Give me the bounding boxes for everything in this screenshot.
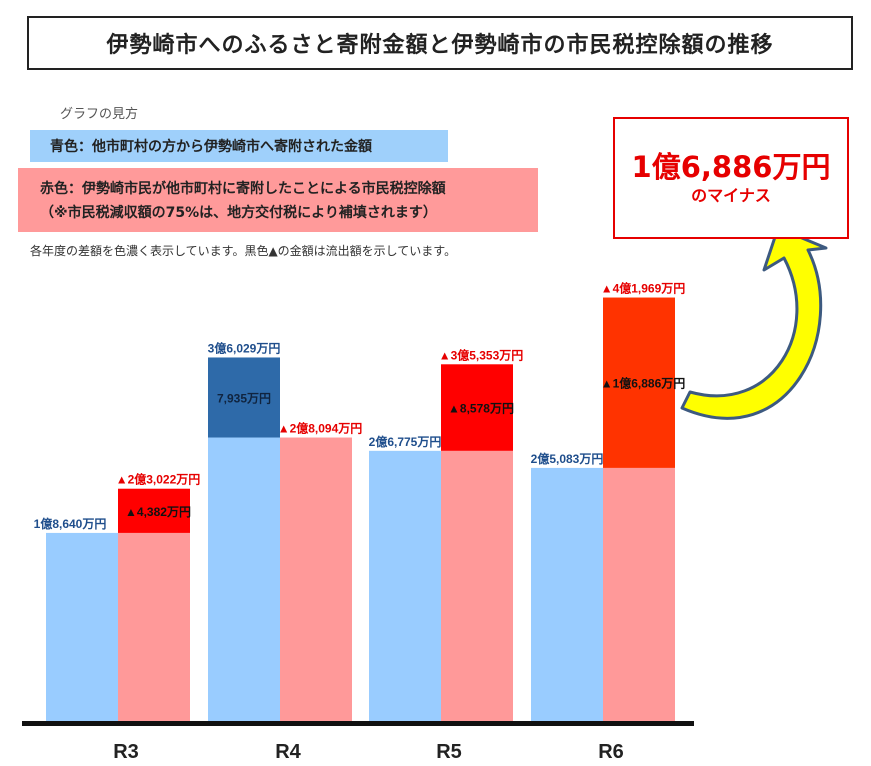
difference-label: 7,935万円 [217, 391, 271, 405]
legend-blue-text: 青色：他市町村の方から伊勢崎市へ寄附された金額 [50, 139, 372, 155]
legend-blue: 青色：他市町村の方から伊勢崎市へ寄附された金額 [30, 130, 448, 162]
difference-label: ▲4,382万円 [125, 505, 191, 519]
deficit-callout: 1億6,886万円 のマイナス [613, 117, 849, 239]
blue-value-label: 3億6,029万円 [208, 340, 281, 355]
red-bar-difference [441, 364, 513, 451]
blue-bar [46, 532, 118, 721]
difference-label: ▲8,578万円 [448, 402, 514, 416]
difference-note: 各年度の差額を色濃く表示しています。黒色▲の金額は流出額を示しています。 [30, 244, 457, 258]
callout-amount: 1億6,886万円 [631, 150, 831, 184]
legend-red-note: （※市民税減収額の75%は、地方交付税により補填されます） [40, 205, 437, 221]
blue-bar [369, 450, 441, 721]
x-tick-label: R6 [598, 741, 624, 763]
curved-arrow-icon [680, 226, 828, 420]
legend-red-text: 赤色：伊勢崎市民が他市町村に寄附したことによる市民税控除額 [40, 181, 446, 197]
red-bar [441, 450, 513, 721]
x-axis-line [22, 721, 694, 726]
chart-title: 伊勢崎市へのふるさと寄附金額と伊勢崎市の市民税控除額の推移 [27, 16, 853, 70]
callout-caption: のマイナス [691, 186, 771, 205]
blue-bar [531, 467, 603, 721]
blue-value-label: 1億8,640万円 [34, 516, 107, 531]
howto-label: グラフの見方 [60, 107, 139, 122]
red-value-label: ▲2億8,094万円 [278, 421, 363, 436]
red-bar [118, 532, 190, 721]
blue-bar-difference [208, 357, 280, 438]
red-bar [603, 467, 675, 721]
red-value-label: ▲3億5,353万円 [439, 347, 524, 362]
difference-label: ▲1億6,886万円 [601, 376, 686, 391]
blue-bar [208, 437, 280, 721]
red-bar-difference [603, 297, 675, 468]
red-bar [280, 437, 352, 721]
blue-value-label: 2億5,083万円 [531, 451, 604, 466]
red-bar-difference [118, 488, 190, 533]
red-value-label: ▲4億1,969万円 [601, 281, 686, 296]
x-tick-label: R5 [436, 741, 462, 763]
blue-value-label: 2億6,775万円 [369, 434, 442, 449]
x-tick-label: R4 [275, 741, 301, 763]
legend-red: 赤色：伊勢崎市民が他市町村に寄附したことによる市民税控除額 （※市民税減収額の7… [18, 168, 538, 232]
red-value-label: ▲2億3,022万円 [116, 472, 201, 487]
x-tick-label: R3 [113, 741, 139, 763]
